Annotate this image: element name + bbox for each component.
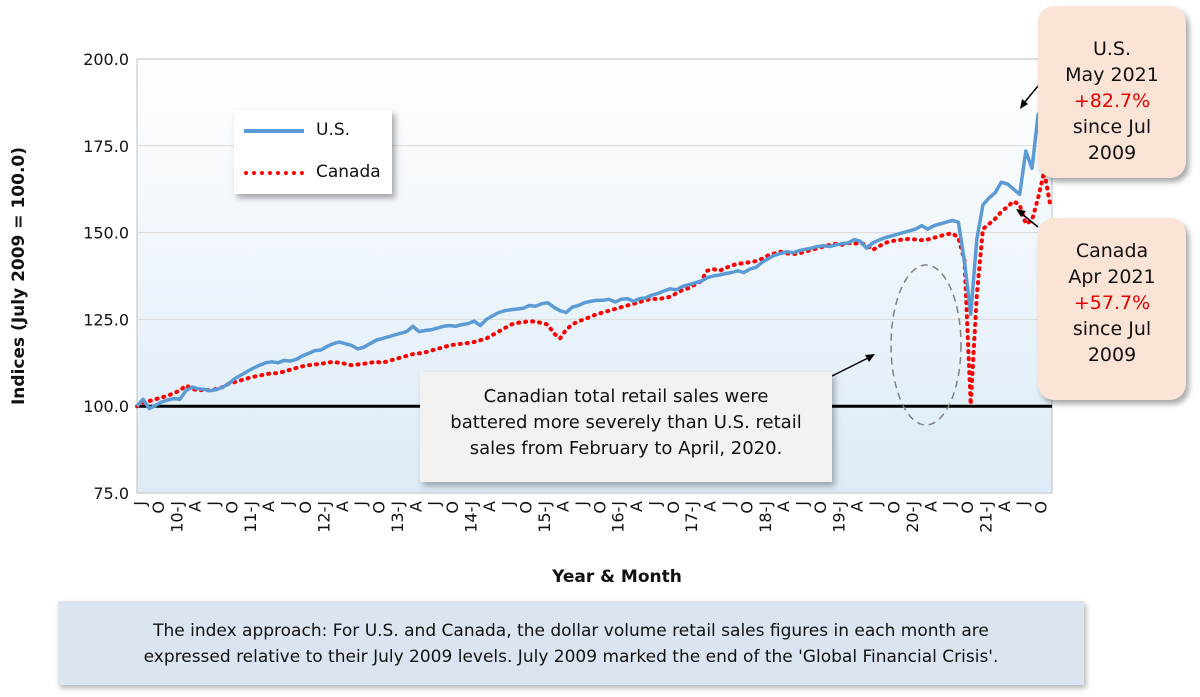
x-tick-label: O bbox=[737, 501, 756, 514]
x-tick-label: A bbox=[553, 501, 572, 512]
x-tick-label: 20-J bbox=[903, 501, 922, 533]
series-canada-line bbox=[135, 169, 1053, 409]
callout-canada-line2: Apr 2021 bbox=[1068, 266, 1156, 288]
annotation-note: Canadian total retail sales were battere… bbox=[420, 372, 832, 482]
x-tick-label: A bbox=[333, 501, 352, 512]
x-tick-label: 19-J bbox=[829, 501, 848, 533]
x-tick-label: 17-J bbox=[682, 501, 701, 533]
x-tick-label: J bbox=[131, 501, 150, 507]
x-tick-label: O bbox=[811, 501, 830, 514]
y-tick-label: 200.0 bbox=[83, 50, 129, 69]
x-tick-label: O bbox=[443, 501, 462, 514]
y-tick-label: 75.0 bbox=[93, 484, 129, 503]
callout-canada-change: +57.7% bbox=[1073, 292, 1151, 314]
y-tick-label: 125.0 bbox=[83, 310, 129, 329]
x-tick-label: J bbox=[498, 501, 517, 507]
x-tick-label: 12-J bbox=[314, 501, 333, 533]
callout-canada-line5: 2009 bbox=[1087, 344, 1137, 366]
footer-line2: expressed relative to their July 2009 le… bbox=[143, 647, 999, 667]
x-tick-label: 10-J bbox=[167, 501, 186, 533]
callout-us-line5: 2009 bbox=[1087, 142, 1137, 164]
note-line3: sales from February to April, 2020. bbox=[469, 438, 783, 459]
x-tick-label: O bbox=[296, 501, 315, 514]
x-tick-label: A bbox=[995, 501, 1014, 512]
callout-canada-line1: Canada bbox=[1075, 240, 1149, 262]
x-tick-label: 15-J bbox=[535, 501, 554, 533]
arrow-note bbox=[831, 354, 875, 377]
footer-note: The index approach: For U.S. and Canada,… bbox=[58, 601, 1084, 685]
x-tick-label: A bbox=[480, 501, 499, 512]
y-tick-label: 100.0 bbox=[83, 397, 129, 416]
arrow-canada bbox=[1016, 209, 1039, 228]
x-tick-label: A bbox=[701, 501, 720, 512]
x-tick-label: O bbox=[222, 501, 241, 514]
x-tick-label: O bbox=[370, 501, 389, 514]
legend-swatch-us bbox=[244, 129, 304, 133]
x-tick-label: 16-J bbox=[609, 501, 628, 533]
footer-line1: The index approach: For U.S. and Canada,… bbox=[153, 621, 989, 641]
x-axis: J O 10-J A J O 11-J A J O 12-J A J O 13-J A J O 14-J A J O 15-… bbox=[131, 501, 1051, 533]
callout-us-change: +82.7% bbox=[1073, 90, 1151, 112]
x-tick-label: 21-J bbox=[976, 501, 995, 533]
series-us-line bbox=[135, 105, 1052, 411]
legend-swatch-canada bbox=[244, 171, 304, 175]
callout-us-line1: U.S. bbox=[1092, 38, 1132, 60]
y-axis-title: Indices (July 2009 = 100.0) bbox=[9, 147, 29, 405]
x-axis-title: Year & Month bbox=[551, 567, 682, 587]
callout-canada-line4: since Jul bbox=[1072, 318, 1152, 340]
covid-dip-ellipse bbox=[890, 264, 962, 426]
x-tick-label: O bbox=[590, 501, 609, 514]
x-tick-label: J bbox=[351, 501, 370, 507]
legend: U.S. Canada bbox=[234, 110, 392, 194]
callout-canada: Canada Apr 2021 +57.7% since Jul 2009 bbox=[1038, 218, 1186, 400]
x-tick-label: O bbox=[517, 501, 536, 514]
x-tick-label: 14-J bbox=[462, 501, 481, 533]
x-tick-label: J bbox=[940, 501, 959, 507]
callout-us: U.S. May 2021 +82.7% since Jul 2009 bbox=[1038, 6, 1186, 178]
x-tick-label: J bbox=[204, 501, 223, 507]
x-tick-label: J bbox=[719, 501, 738, 507]
x-tick-label: J bbox=[572, 501, 591, 507]
x-tick-label: A bbox=[627, 501, 646, 512]
x-tick-label: A bbox=[259, 501, 278, 512]
y-tick-label: 150.0 bbox=[83, 224, 129, 243]
x-tick-label: J bbox=[866, 501, 885, 507]
note-line1: Canadian total retail sales were bbox=[483, 386, 769, 407]
note-line2: battered more severely than U.S. retail bbox=[450, 412, 802, 433]
legend-entry-us: U.S. bbox=[244, 118, 390, 142]
x-tick-label: A bbox=[848, 501, 867, 512]
x-tick-label: O bbox=[1032, 501, 1051, 514]
x-tick-label: 13-J bbox=[388, 501, 407, 533]
legend-label-us: U.S. bbox=[316, 120, 351, 140]
x-tick-label: 11-J bbox=[241, 501, 260, 533]
x-tick-label: O bbox=[884, 501, 903, 514]
legend-entry-canada: Canada bbox=[244, 160, 390, 184]
x-tick-label: O bbox=[149, 501, 168, 514]
x-tick-label: J bbox=[278, 501, 297, 507]
x-tick-label: O bbox=[958, 501, 977, 514]
x-tick-label: A bbox=[186, 501, 205, 512]
x-tick-label: 18-J bbox=[756, 501, 775, 533]
x-tick-label: J bbox=[793, 501, 812, 507]
x-tick-label: J bbox=[1013, 501, 1032, 507]
x-tick-label: A bbox=[406, 501, 425, 512]
x-tick-label: A bbox=[774, 501, 793, 512]
x-tick-label: O bbox=[664, 501, 683, 514]
callout-us-line2: May 2021 bbox=[1065, 64, 1159, 86]
y-tick-label: 175.0 bbox=[83, 137, 129, 156]
legend-label-canada: Canada bbox=[316, 162, 381, 182]
x-tick-label: A bbox=[921, 501, 940, 512]
x-tick-label: J bbox=[425, 501, 444, 507]
x-tick-label: J bbox=[645, 501, 664, 507]
arrow-us bbox=[1020, 85, 1039, 109]
callout-us-line4: since Jul bbox=[1072, 116, 1152, 138]
